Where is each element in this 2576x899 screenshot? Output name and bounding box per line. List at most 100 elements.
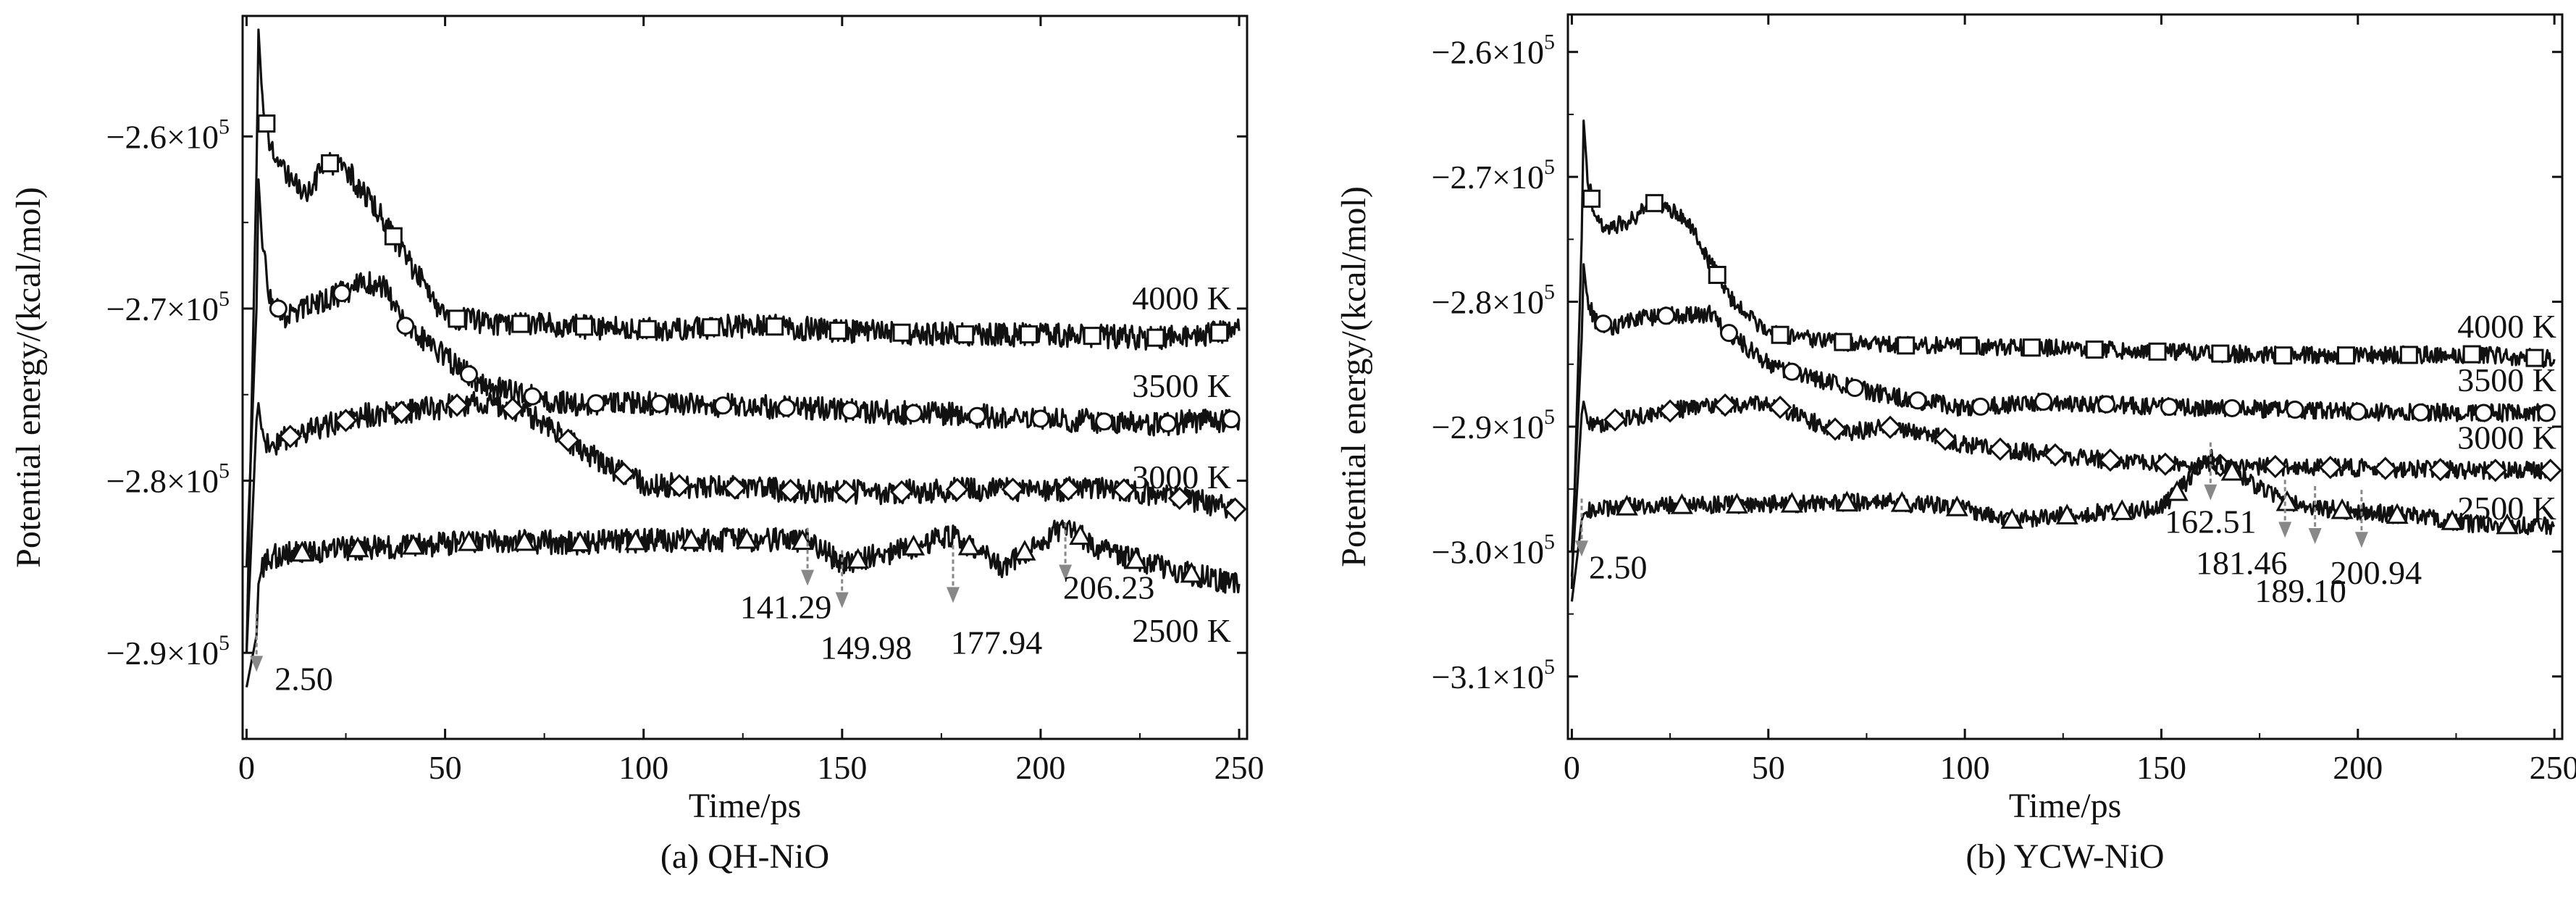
- marker-square: [257, 114, 276, 133]
- annotation: 177.94: [946, 545, 1043, 661]
- marker-square: [2085, 340, 2104, 359]
- annotation-label: 162.51: [2165, 503, 2257, 540]
- series-label: 3000 K: [1132, 459, 1231, 496]
- marker-diamond: [1988, 437, 2013, 461]
- marker-triangle: [1945, 496, 1968, 517]
- marker-square: [2022, 338, 2041, 357]
- y-tick-label: −2.8×105: [1432, 280, 1555, 321]
- y-axis-title: Potential energy/(kcal/mol): [9, 187, 48, 568]
- marker-triangle: [2055, 503, 2078, 524]
- marker-circle: [1095, 412, 1114, 431]
- y-tick-label: −2.8×105: [106, 459, 230, 500]
- x-tick-label: 0: [1564, 749, 1580, 786]
- marker-circle: [459, 365, 478, 384]
- marker-triangle: [457, 530, 481, 551]
- marker-circle: [1158, 414, 1177, 432]
- marker-triangle: [1615, 494, 1638, 516]
- series-3000-k: [1570, 393, 2562, 577]
- marker-diamond: [1001, 477, 1025, 501]
- marker-diamond: [556, 428, 580, 452]
- marker-square: [2274, 346, 2293, 365]
- annotation: 206.23: [1059, 522, 1154, 606]
- marker-diamond: [2098, 448, 2123, 472]
- x-tick-label: 250: [2530, 749, 2576, 786]
- marker-triangle: [847, 548, 870, 569]
- marker-circle: [650, 394, 669, 413]
- marker-diamond: [779, 478, 802, 503]
- marker-square: [448, 309, 466, 328]
- annotation-arrow-head: [2308, 528, 2322, 545]
- marker-square: [2337, 346, 2356, 365]
- x-axis-title: Time/ps: [689, 787, 802, 825]
- marker-circle: [587, 394, 605, 413]
- marker-triangle: [1835, 490, 1858, 512]
- marker-triangle: [1180, 561, 1203, 583]
- annotation-label: 181.46: [2196, 544, 2288, 581]
- marker-circle: [269, 299, 288, 318]
- marker-circle: [2160, 398, 2178, 417]
- annotation-arrow-head: [801, 569, 815, 586]
- marker-square: [2399, 346, 2418, 364]
- marker-square: [1146, 328, 1165, 347]
- panel-caption: (b) YCW-NiO: [1965, 837, 2164, 876]
- marker-triangle: [624, 529, 647, 551]
- annotation: 2.50: [250, 614, 333, 697]
- marker-diamond: [2373, 456, 2397, 480]
- marker-square: [1960, 336, 1979, 355]
- series-line: [1570, 395, 2556, 577]
- annotation-label: 177.94: [951, 624, 1043, 661]
- marker-square: [892, 323, 911, 342]
- marker-square: [765, 317, 784, 336]
- marker-diamond: [1167, 486, 1191, 511]
- marker-circle: [1594, 314, 1613, 333]
- marker-triangle: [1780, 492, 1803, 513]
- marker-triangle: [2165, 480, 2189, 501]
- annotation-label: 149.98: [821, 630, 912, 666]
- marker-triangle: [290, 540, 314, 562]
- marker-diamond: [1112, 478, 1136, 502]
- series-3500-k: [1570, 263, 2556, 552]
- plot-frame: [1566, 13, 2564, 740]
- marker-diamond: [834, 480, 858, 504]
- marker-square: [321, 154, 340, 172]
- y-tick-label: −2.9×105: [1432, 405, 1555, 446]
- marker-square: [638, 319, 657, 338]
- marker-triangle: [1124, 548, 1148, 569]
- marker-circle: [2412, 403, 2430, 422]
- series-line: [1570, 120, 2556, 590]
- panel-b-ycw-nio: 0 50 100 150 200 250 −2.6×105 −2.7×105 −2.8×105 −…: [1335, 13, 2576, 876]
- marker-square: [2148, 342, 2167, 361]
- annotation-arrow-head: [250, 656, 264, 672]
- x-tick-label: 50: [429, 749, 462, 786]
- series-4000-k: [245, 28, 1241, 653]
- marker-circle: [2286, 401, 2304, 419]
- marker-triangle: [957, 534, 981, 556]
- marker-diamond: [1878, 415, 1902, 439]
- marker-circle: [1908, 391, 1927, 410]
- annotation-arrow-head: [835, 592, 849, 609]
- annotation-arrow-head: [1059, 564, 1073, 581]
- marker-diamond: [723, 476, 747, 500]
- marker-triangle: [1670, 493, 1693, 514]
- marker-circle: [1845, 379, 1864, 398]
- marker-square: [1582, 189, 1601, 208]
- y-tick-label: −2.9×105: [106, 631, 230, 672]
- marker-square: [511, 314, 530, 333]
- series-label: 3500 K: [2457, 361, 2556, 398]
- series-label: 3500 K: [1132, 367, 1231, 404]
- panel-caption: (a) QH-NiO: [660, 837, 829, 876]
- marker-square: [828, 321, 847, 340]
- marker-diamond: [1658, 399, 1682, 423]
- annotation-arrow-head: [2354, 532, 2368, 548]
- plot-frame: [241, 14, 1249, 740]
- marker-diamond: [1057, 477, 1081, 501]
- x-axis-title: Time/ps: [2009, 787, 2122, 825]
- marker-square: [2462, 345, 2481, 364]
- marker-circle: [777, 398, 796, 417]
- series-2500-k: [245, 519, 1241, 688]
- marker-circle: [1031, 409, 1050, 428]
- marker-triangle: [2110, 499, 2134, 520]
- marker-diamond: [1933, 427, 1958, 451]
- marker-triangle: [402, 534, 425, 555]
- marker-triangle: [2496, 513, 2519, 535]
